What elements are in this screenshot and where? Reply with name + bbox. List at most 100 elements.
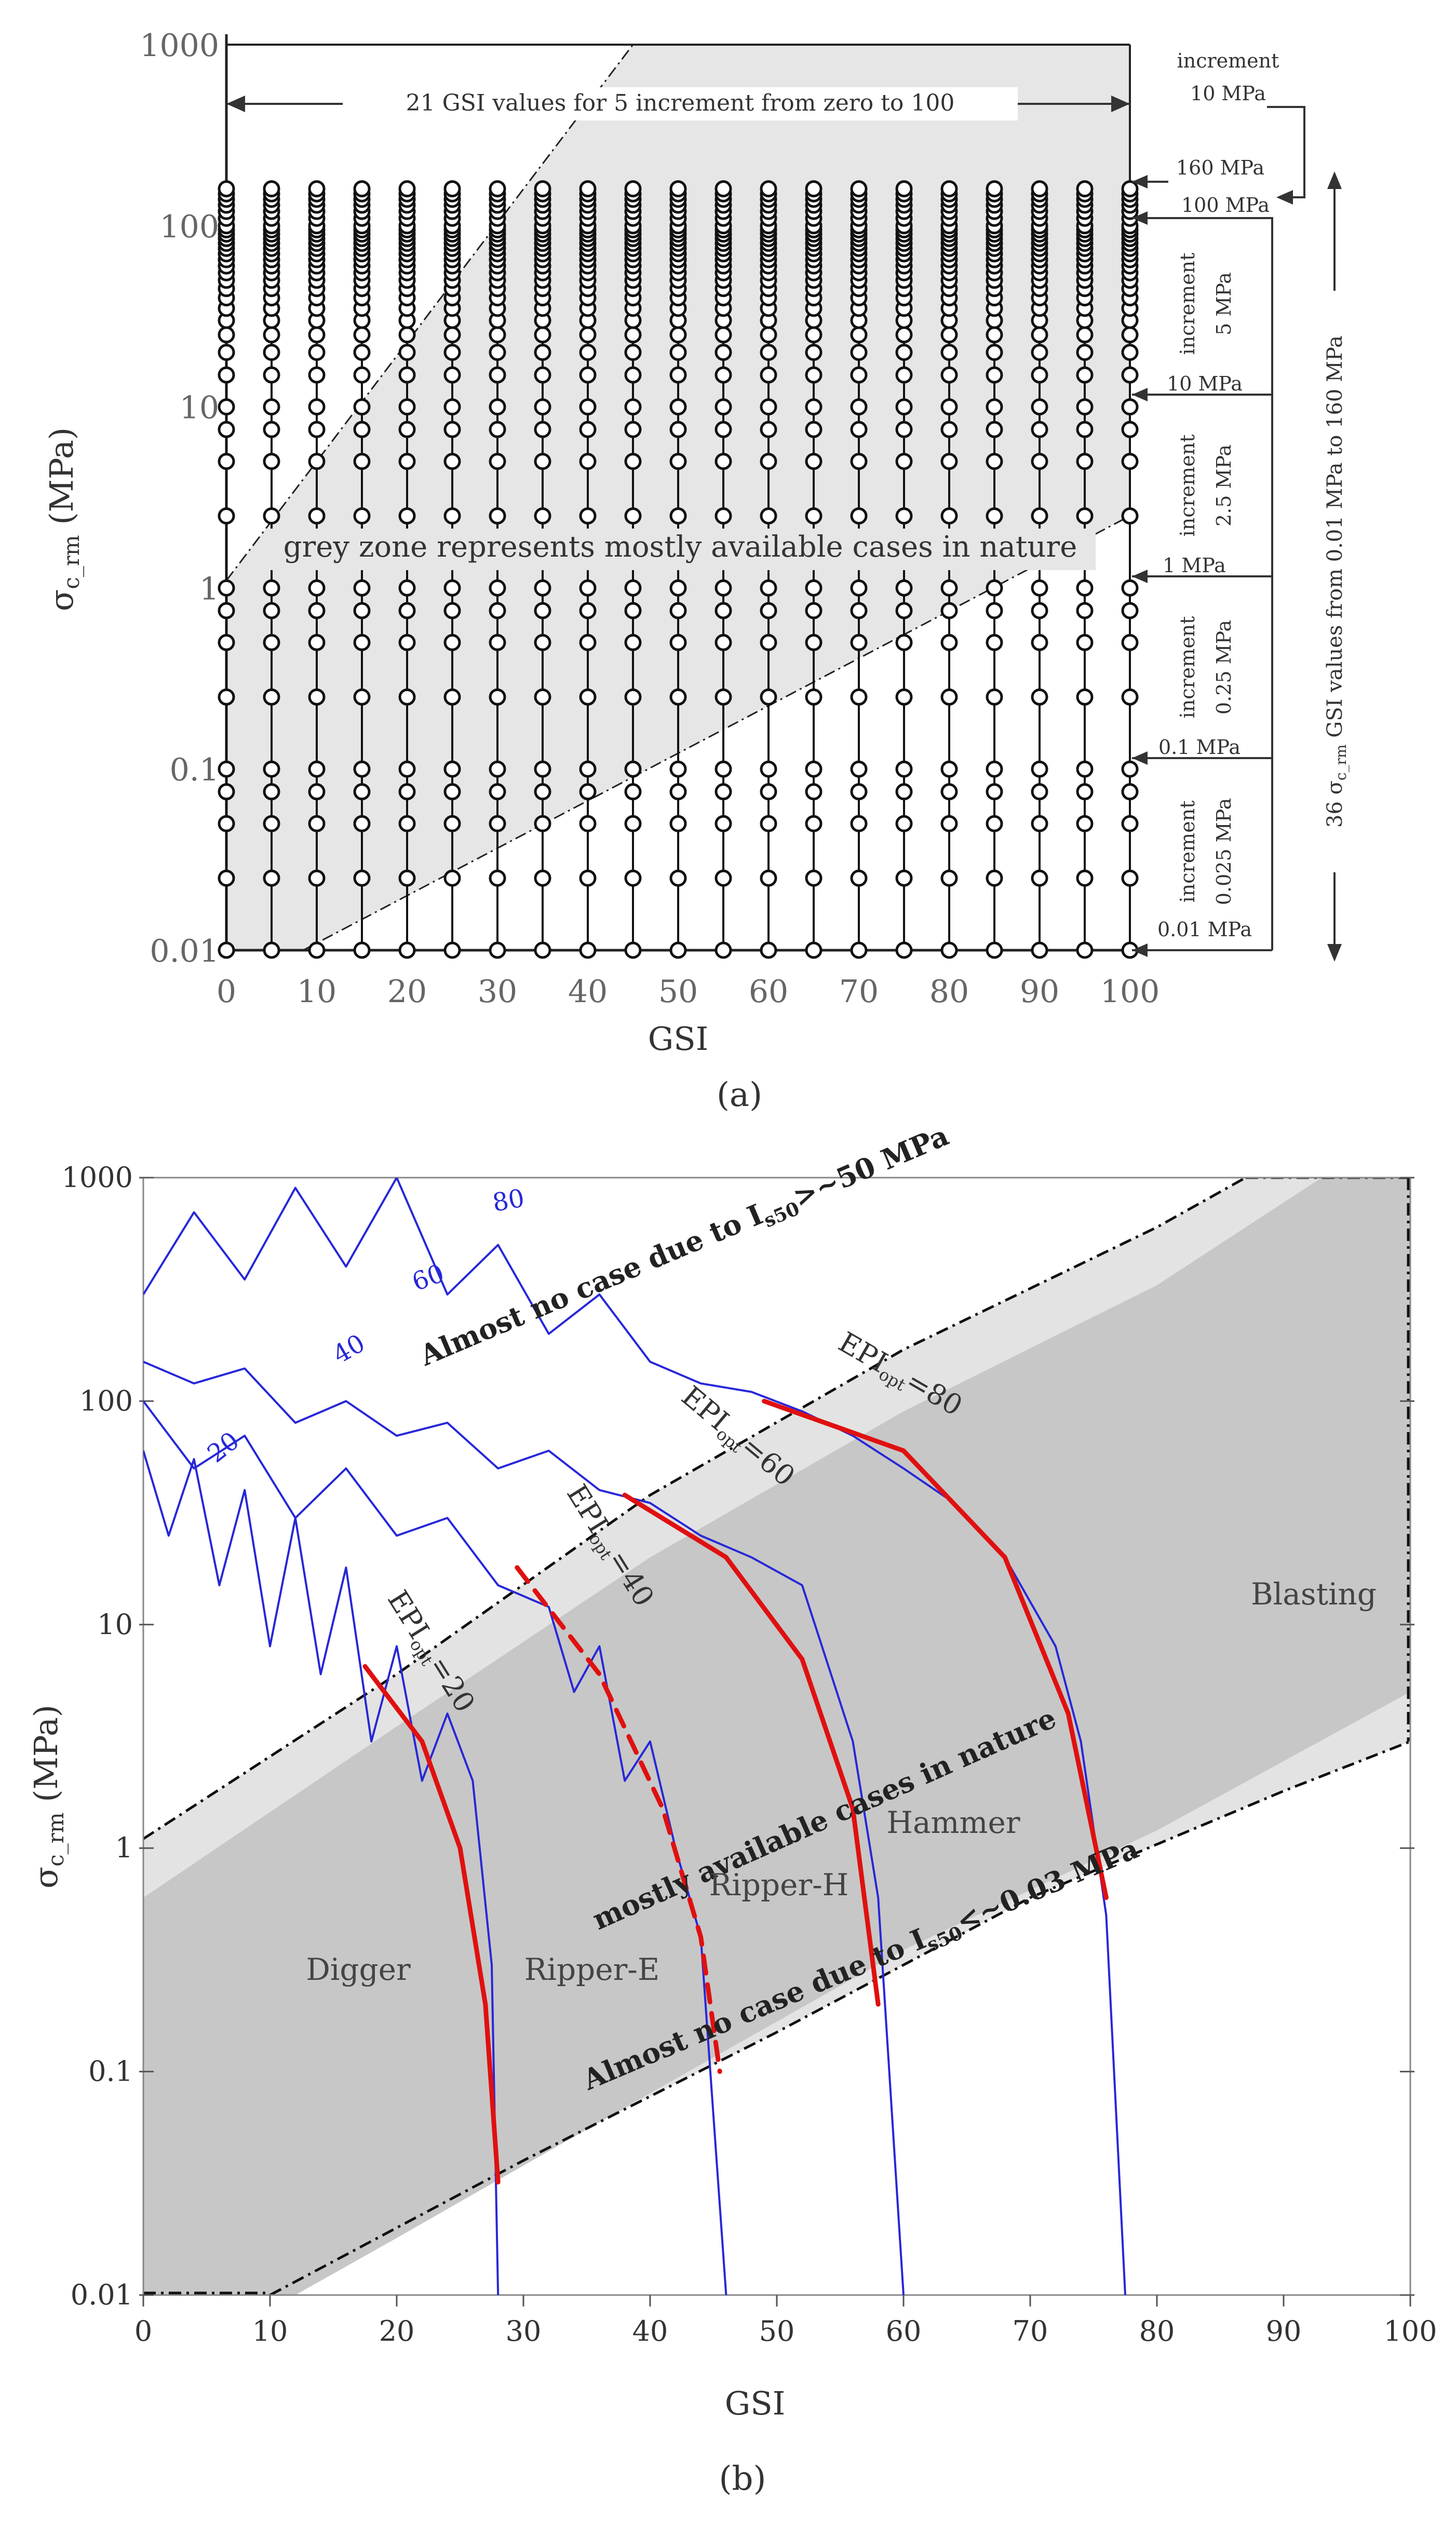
y-tick-label: 10 (97, 1608, 133, 1641)
data-point (579, 941, 597, 959)
region-digger: Digger (306, 1952, 411, 1987)
data-point (1121, 507, 1139, 525)
data-point (940, 507, 958, 525)
grey-zone-label: grey zone represents mostly available ca… (284, 530, 1077, 564)
zones-b (143, 1178, 1410, 2295)
data-point (669, 783, 687, 801)
data-point (1076, 180, 1094, 198)
data-point (489, 815, 506, 832)
data-point (579, 421, 597, 438)
data-point (624, 344, 642, 361)
data-point (443, 421, 461, 438)
data-point (714, 869, 732, 887)
data-point (986, 941, 1003, 959)
data-point (353, 869, 371, 887)
data-point (353, 344, 371, 361)
data-point (534, 366, 551, 384)
data-point (1076, 941, 1094, 959)
y-tick-label: 1 (199, 571, 219, 607)
data-point (1121, 783, 1139, 801)
data-point (534, 633, 551, 651)
epi-contours (143, 1178, 1126, 2295)
data-point (760, 398, 777, 416)
data-point (443, 688, 461, 706)
data-point (714, 180, 732, 198)
data-point (895, 941, 913, 959)
inc-label-2: increment (1176, 253, 1199, 355)
x-tick-label: 50 (658, 974, 698, 1010)
data-point (263, 453, 280, 470)
data-point (489, 688, 506, 706)
x-axis-label-a: GSI (648, 1020, 709, 1058)
data-point (489, 869, 506, 887)
data-point (760, 941, 777, 959)
data-point (308, 688, 326, 706)
data-point (263, 869, 280, 887)
data-point (760, 783, 777, 801)
data-points-a (218, 180, 1139, 959)
data-point (986, 633, 1003, 651)
data-point (850, 366, 868, 384)
data-point (1076, 688, 1094, 706)
region-hammer: Hammer (886, 1805, 1020, 1840)
y-tick-label: 100 (159, 209, 219, 245)
data-point (940, 180, 958, 198)
data-point (986, 688, 1003, 706)
y-tick-label: 0.01 (71, 2278, 133, 2311)
data-point (986, 507, 1003, 525)
data-point (895, 421, 913, 438)
data-point (218, 398, 235, 416)
region-blasting: Blasting (1251, 1576, 1377, 1612)
data-point (398, 602, 416, 619)
data-point (669, 760, 687, 778)
data-point (986, 366, 1003, 384)
data-point (895, 869, 913, 887)
data-point (1076, 326, 1094, 344)
data-point (218, 941, 235, 959)
data-point (986, 579, 1003, 597)
data-point (1076, 633, 1094, 651)
data-point (624, 815, 642, 832)
data-point (579, 760, 597, 778)
data-point (850, 326, 868, 344)
data-point (263, 421, 280, 438)
label-0-01: 0.01 MPa (1157, 918, 1252, 941)
data-point (1076, 602, 1094, 619)
x-tick-label: 60 (749, 974, 788, 1010)
epi-opt-curves (362, 1398, 1109, 2185)
data-point (443, 507, 461, 525)
data-point (308, 760, 326, 778)
data-point (398, 941, 416, 959)
data-point (1076, 366, 1094, 384)
data-point (940, 344, 958, 361)
vertical-note: 36 σc_rm GSI values from 0.01 MPa to 160… (1323, 335, 1350, 828)
grey-zone-upper-bound (225, 44, 634, 581)
data-point (443, 941, 461, 959)
contour-label-60: 60 (408, 1259, 448, 1297)
data-point (308, 579, 326, 597)
x-tick-label: 70 (839, 974, 879, 1010)
data-point (850, 453, 868, 470)
data-point (895, 366, 913, 384)
data-point (760, 366, 777, 384)
label-160: 160 MPa (1176, 156, 1264, 179)
inc-value-5: 0.025 MPa (1212, 798, 1235, 905)
inc-value-3: 2.5 MPa (1212, 444, 1235, 527)
data-point (534, 180, 551, 198)
data-point (398, 688, 416, 706)
data-point (669, 326, 687, 344)
data-point (534, 760, 551, 778)
data-point (443, 180, 461, 198)
data-point (986, 760, 1003, 778)
data-point (760, 760, 777, 778)
data-point (218, 602, 235, 619)
data-point (489, 326, 506, 344)
data-point (1121, 579, 1139, 597)
data-point (669, 941, 687, 959)
axis-ticks-a: 0 10 20 30 40 50 60 70 80 90 100 0.01 0.1 1 10 100 1000 (140, 28, 1160, 1010)
data-point (308, 421, 326, 438)
x-tick-label: 20 (379, 2315, 415, 2347)
data-point (308, 941, 326, 959)
data-point (534, 453, 551, 470)
data-point (1076, 579, 1094, 597)
